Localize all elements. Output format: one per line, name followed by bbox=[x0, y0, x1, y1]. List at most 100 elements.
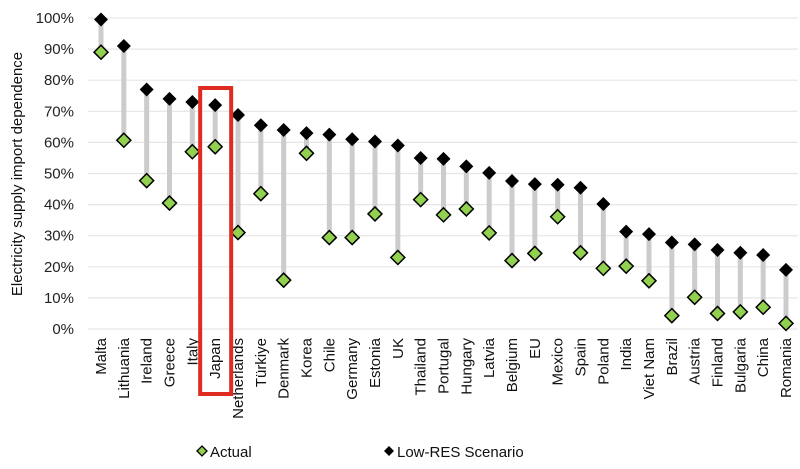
y-tick-label: 70% bbox=[44, 103, 74, 120]
x-category-label: Italy bbox=[184, 338, 201, 366]
point-scenario-latvia bbox=[482, 165, 497, 180]
series-low-res-scenario bbox=[94, 12, 793, 277]
point-scenario-brazil bbox=[664, 235, 679, 250]
point-actual-germany bbox=[344, 229, 361, 246]
x-category-label: Korea bbox=[299, 337, 316, 378]
connectors bbox=[98, 19, 789, 324]
point-scenario-korea bbox=[299, 126, 314, 141]
point-scenario-spain bbox=[573, 180, 588, 195]
point-actual-belgium bbox=[503, 252, 521, 269]
point-scenario-india bbox=[619, 224, 634, 239]
x-category-label: Austria bbox=[687, 337, 704, 384]
point-scenario-türkiye bbox=[253, 118, 268, 133]
point-scenario-finland bbox=[710, 243, 725, 258]
y-tick-label: 20% bbox=[44, 259, 74, 276]
x-category-label: Ireland bbox=[139, 338, 156, 384]
y-axis-ticks: 0% 10% 20% 30% 40% 50% 60% 70% 80% 90% 100% bbox=[36, 10, 74, 338]
point-scenario-germany bbox=[345, 132, 360, 147]
x-category-label: Portugal bbox=[436, 338, 453, 394]
legend: Actual Low-RES Scenario bbox=[196, 444, 524, 461]
legend-item-actual: Actual bbox=[196, 444, 252, 461]
legend-label-actual: Actual bbox=[210, 444, 252, 461]
point-actual-türkiye bbox=[252, 185, 269, 202]
point-scenario-chile bbox=[322, 127, 337, 142]
x-axis-category-labels: Malta Lithuania Ireland Greece Italy Japan Net… bbox=[93, 337, 795, 419]
x-category-label: Türkiye bbox=[253, 338, 270, 387]
point-actual-poland bbox=[595, 260, 612, 277]
x-category-label: UK bbox=[390, 338, 407, 359]
x-category-label: Greece bbox=[162, 338, 179, 387]
legend-label-scenario: Low-RES Scenario bbox=[397, 444, 524, 461]
point-actual-spain bbox=[572, 244, 589, 261]
x-category-label: Lithuania bbox=[116, 337, 133, 399]
y-tick-label: 80% bbox=[44, 72, 74, 89]
point-actual-austria bbox=[686, 289, 703, 306]
x-category-label: Brazil bbox=[664, 338, 681, 376]
x-category-label: Latvia bbox=[481, 337, 498, 378]
point-actual-latvia bbox=[481, 224, 498, 241]
x-category-label: Belgium bbox=[504, 338, 521, 392]
x-category-label: Spain bbox=[573, 338, 590, 376]
point-actual-hungary bbox=[458, 200, 475, 218]
point-scenario-ireland bbox=[139, 82, 154, 97]
point-scenario-romania bbox=[779, 262, 793, 277]
y-tick-label: 0% bbox=[52, 321, 74, 338]
point-actual-eu bbox=[526, 245, 543, 262]
legend-marker-scenario-icon bbox=[384, 446, 394, 456]
point-scenario-uk bbox=[390, 138, 405, 153]
point-actual-portugal bbox=[435, 206, 452, 223]
y-tick-label: 60% bbox=[44, 134, 74, 151]
point-actual-mexico bbox=[549, 208, 566, 225]
x-category-label: India bbox=[618, 337, 635, 370]
point-scenario-hungary bbox=[459, 159, 474, 174]
y-tick-label: 100% bbox=[36, 10, 74, 27]
point-scenario-netherlands bbox=[231, 108, 245, 123]
x-category-label: Poland bbox=[595, 338, 612, 385]
point-scenario-thailand bbox=[413, 150, 428, 165]
point-actual-malta bbox=[92, 44, 110, 61]
x-category-label: Malta bbox=[93, 337, 110, 374]
y-axis-title: Electricity supply import dependence bbox=[9, 52, 26, 296]
y-tick-label: 90% bbox=[44, 41, 74, 58]
point-actual-finland bbox=[709, 305, 726, 322]
point-scenario-belgium bbox=[505, 173, 519, 188]
legend-item-scenario: Low-RES Scenario bbox=[384, 444, 524, 461]
point-scenario-estonia bbox=[368, 134, 382, 149]
point-scenario-viet-nam bbox=[642, 227, 656, 242]
point-actual-netherlands bbox=[229, 224, 247, 241]
point-actual-thailand bbox=[412, 191, 429, 208]
point-actual-italy bbox=[184, 143, 201, 160]
x-category-label: EU bbox=[527, 338, 544, 359]
x-category-label: Hungary bbox=[458, 338, 475, 395]
point-scenario-greece bbox=[162, 91, 177, 106]
y-tick-label: 30% bbox=[44, 228, 74, 245]
highlight-box-japan bbox=[198, 86, 234, 396]
point-actual-chile bbox=[321, 229, 338, 246]
x-category-label: Chile bbox=[321, 338, 338, 372]
point-actual-romania bbox=[777, 315, 795, 332]
point-actual-korea bbox=[298, 145, 315, 162]
x-category-label: Bulgaria bbox=[732, 337, 749, 393]
point-scenario-poland bbox=[596, 196, 611, 211]
x-category-label: Thailand bbox=[413, 338, 430, 396]
x-category-label: Romania bbox=[778, 337, 795, 398]
point-scenario-japan bbox=[208, 98, 223, 113]
point-scenario-lithuania bbox=[116, 38, 131, 53]
point-scenario-malta bbox=[94, 12, 108, 27]
point-actual-viet-nam bbox=[640, 272, 658, 289]
x-category-label: Finland bbox=[710, 338, 727, 387]
x-category-label: Japan bbox=[207, 338, 224, 379]
point-actual-uk bbox=[389, 249, 406, 266]
y-tick-label: 40% bbox=[44, 197, 74, 214]
point-scenario-italy bbox=[185, 94, 200, 109]
point-actual-estonia bbox=[366, 205, 384, 222]
x-category-label: Germany bbox=[344, 338, 361, 400]
x-category-label: Mexico bbox=[550, 338, 567, 386]
y-tick-label: 50% bbox=[44, 166, 74, 183]
point-scenario-bulgaria bbox=[733, 245, 748, 260]
point-actual-brazil bbox=[663, 307, 680, 324]
point-scenario-portugal bbox=[436, 151, 451, 166]
point-actual-lithuania bbox=[115, 132, 132, 149]
point-actual-ireland bbox=[138, 172, 155, 189]
